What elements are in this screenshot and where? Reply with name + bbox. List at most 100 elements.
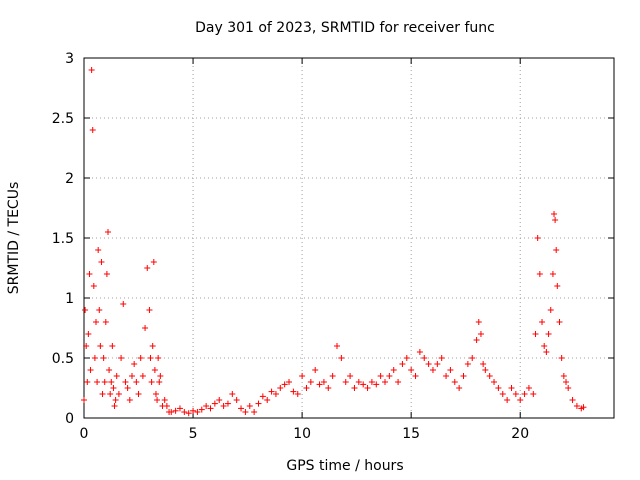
data-point — [429, 367, 436, 373]
data-point — [316, 381, 323, 388]
data-point — [194, 409, 201, 415]
data-point — [251, 409, 258, 415]
data-point — [525, 385, 532, 391]
data-point — [90, 283, 97, 289]
plot-frame — [83, 57, 615, 419]
x-axis-label: GPS time / hours — [286, 458, 403, 474]
data-point — [351, 385, 358, 391]
data-point — [106, 367, 113, 373]
y-tick-label: 0 — [65, 411, 74, 427]
data-point — [377, 373, 384, 379]
data-point — [157, 373, 164, 379]
data-point — [443, 373, 450, 379]
data-point — [264, 397, 271, 403]
data-point — [229, 391, 236, 397]
data-point — [242, 409, 249, 415]
data-point — [395, 379, 402, 385]
data-point — [545, 331, 552, 337]
x-tick-label: 0 — [80, 426, 89, 442]
data-point — [94, 379, 101, 385]
data-point — [294, 391, 301, 397]
data-point — [95, 247, 102, 253]
data-point — [120, 301, 127, 307]
y-axis-label: SRMTID / TECUs — [6, 182, 22, 295]
data-point — [547, 307, 554, 313]
data-point — [87, 367, 94, 373]
data-point — [139, 373, 146, 379]
data-point — [272, 391, 279, 397]
data-point — [110, 385, 117, 391]
data-point — [416, 349, 423, 355]
data-point — [238, 405, 245, 412]
data-point — [152, 391, 159, 397]
data-point — [508, 385, 515, 391]
data-point — [207, 405, 214, 412]
data-point — [532, 331, 539, 337]
data-point — [580, 404, 587, 411]
data-point — [156, 379, 163, 385]
data-point — [198, 406, 205, 413]
data-point — [530, 391, 537, 397]
data-point — [96, 307, 103, 313]
data-point — [154, 397, 161, 403]
x-tick-label: 10 — [293, 426, 311, 442]
data-point — [185, 410, 192, 417]
data-point — [477, 331, 484, 337]
data-point — [97, 343, 104, 349]
data-point — [86, 271, 93, 277]
data-point — [216, 397, 223, 403]
data-point — [553, 247, 560, 253]
data-point — [299, 373, 306, 379]
data-point — [101, 379, 108, 385]
y-tick-label: 1 — [65, 291, 74, 307]
data-point — [163, 403, 170, 409]
x-tick-label: 15 — [402, 426, 420, 442]
data-point — [168, 409, 175, 415]
data-point — [434, 361, 441, 367]
data-point — [549, 271, 556, 277]
data-point — [91, 355, 98, 361]
data-point — [536, 271, 543, 277]
data-point — [81, 397, 87, 403]
y-tick-label: 2 — [65, 171, 74, 187]
data-point — [438, 355, 445, 361]
data-point — [135, 391, 142, 397]
data-point — [399, 361, 406, 367]
data-point — [307, 379, 314, 385]
data-point — [83, 343, 90, 349]
data-point — [88, 67, 95, 73]
data-point — [551, 211, 558, 217]
data-point — [360, 381, 367, 388]
data-point — [92, 319, 99, 325]
data-point — [102, 319, 109, 325]
data-point — [131, 361, 138, 367]
data-point — [144, 265, 151, 271]
data-point — [543, 349, 550, 355]
data-point — [290, 388, 297, 395]
y-tick-label: 1.5 — [52, 231, 74, 247]
data-point — [554, 283, 561, 289]
data-point — [155, 355, 162, 361]
data-point — [573, 403, 580, 409]
data-point — [368, 379, 375, 385]
data-point — [112, 397, 119, 403]
data-point — [233, 397, 240, 403]
data-point — [149, 343, 156, 349]
data-point — [259, 393, 266, 400]
data-point — [565, 385, 572, 391]
data-points — [81, 67, 587, 417]
data-point — [541, 343, 548, 349]
data-point — [89, 127, 96, 133]
data-point — [373, 381, 380, 388]
data-point — [82, 307, 89, 313]
data-point — [473, 337, 480, 343]
data-point — [303, 385, 310, 391]
data-point — [447, 367, 454, 373]
y-tick-labels: 0 0.5 1 1.5 2 2.5 3 — [52, 51, 74, 427]
data-point — [99, 391, 106, 397]
data-point — [246, 403, 253, 409]
data-point — [142, 325, 149, 331]
x-tick-labels: 0 5 10 15 20 — [80, 426, 530, 442]
data-point — [146, 307, 153, 313]
data-point — [115, 391, 122, 397]
